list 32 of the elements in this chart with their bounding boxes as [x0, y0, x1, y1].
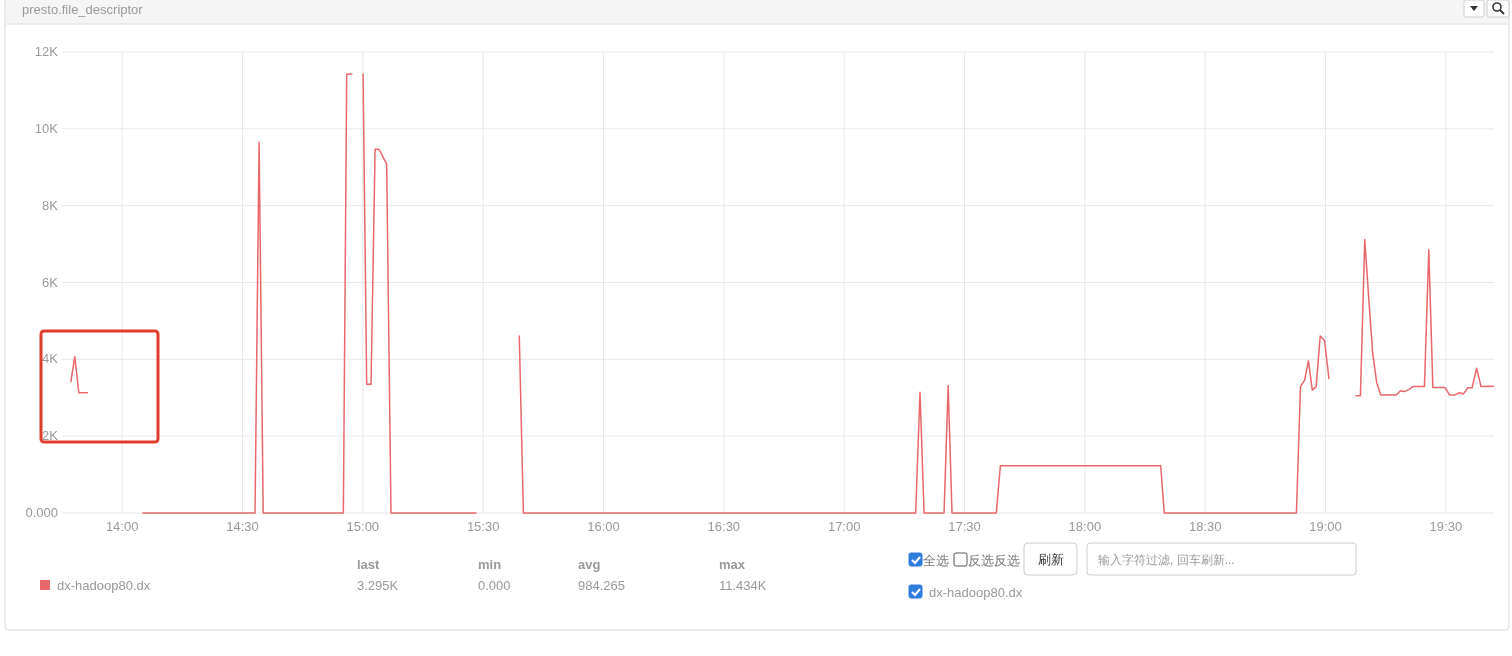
y-tick-label: 12K	[34, 44, 59, 59]
text: min	[478, 557, 502, 572]
text: 输入字符过滤, 回车刷新...	[1098, 553, 1235, 567]
text: dx-hadoop80.dx	[929, 585, 1023, 600]
x-tick-label: 18:00	[1068, 519, 1102, 534]
x-tick-label: 16:30	[707, 519, 741, 534]
text: 0.000	[478, 578, 511, 593]
text: avg	[578, 557, 601, 572]
text: 全选	[923, 553, 949, 568]
text: last	[357, 557, 381, 572]
x-tick-label: 17:30	[948, 519, 981, 534]
text: 刷新	[1037, 552, 1064, 567]
x-tick-label: 17:00	[827, 519, 861, 534]
x-tick-label: 16:00	[587, 519, 620, 534]
text: 反选反选	[968, 553, 1020, 568]
y-tick-label: 6K	[42, 274, 59, 290]
y-tick-label: 10K	[34, 120, 59, 136]
text: 3.295K	[357, 578, 399, 593]
text: 984.265	[578, 578, 625, 593]
x-tick-label: 19:30	[1429, 519, 1463, 534]
x-tick-label: 14:30	[226, 519, 259, 534]
y-tick-label: 0.000	[25, 505, 58, 520]
x-tick-label: 18:30	[1188, 519, 1222, 534]
text: 11.434K	[719, 578, 767, 593]
legend-label: dx-hadoop80.dx	[57, 578, 151, 593]
x-tick-label: 14:00	[105, 519, 139, 534]
text: max	[719, 557, 746, 572]
x-tick-label: 19:00	[1309, 519, 1342, 534]
chart-title: presto.file_descriptor	[22, 2, 144, 17]
y-tick-label: 8K	[42, 197, 59, 213]
x-tick-label: 15:00	[346, 519, 380, 534]
x-tick-label: 15:30	[466, 519, 500, 534]
